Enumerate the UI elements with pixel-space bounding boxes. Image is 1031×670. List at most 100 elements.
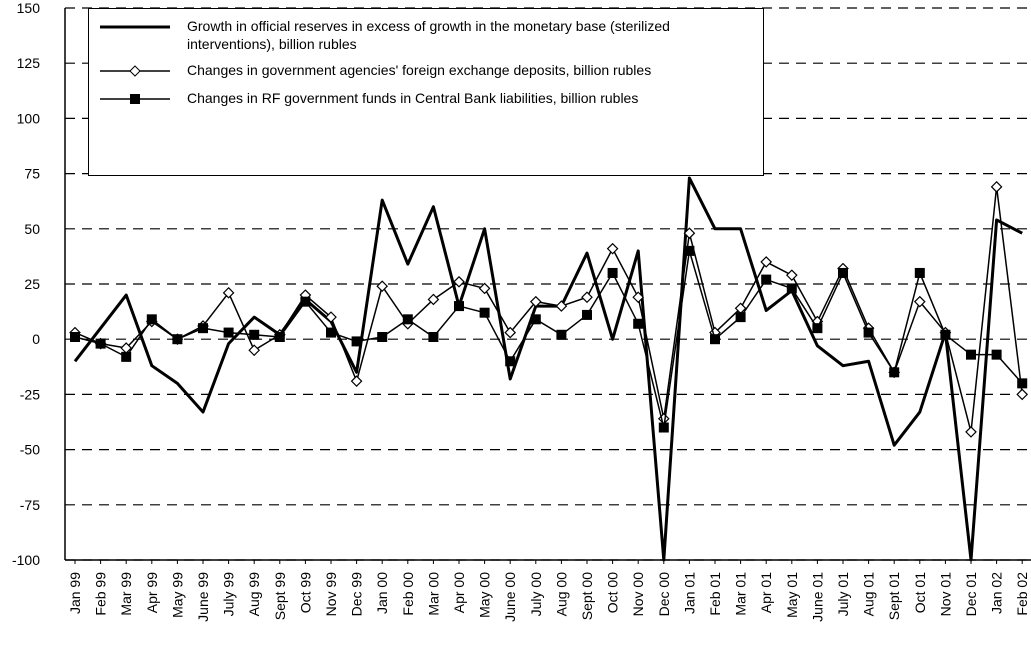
y-tick-label: 25 — [24, 276, 40, 292]
x-tick-label: Dec 99 — [349, 572, 365, 617]
square-marker — [684, 245, 695, 256]
square-marker — [1017, 378, 1028, 389]
diamond-marker — [683, 227, 696, 240]
square-marker — [402, 314, 413, 325]
diamond-marker — [555, 300, 568, 312]
square-marker — [966, 349, 976, 360]
square-marker — [991, 349, 1002, 360]
x-tick-label: May 01 — [784, 572, 800, 618]
x-tick-label: Jan 01 — [681, 572, 697, 614]
square-marker — [530, 314, 541, 325]
x-tick-label: June 01 — [809, 572, 825, 622]
x-tick-label: June 00 — [502, 572, 518, 622]
diamond-marker — [478, 282, 491, 295]
square-marker — [326, 327, 336, 338]
x-tick-label: Jan 02 — [989, 572, 1005, 614]
x-tick-label: July 99 — [221, 572, 237, 617]
square-marker — [95, 338, 106, 349]
legend: Growth in official reserves in excess of… — [88, 8, 764, 176]
square-marker — [889, 367, 900, 378]
diamond-marker — [350, 375, 363, 388]
x-tick-label: July 01 — [835, 572, 851, 617]
legend-swatch — [100, 25, 170, 29]
square-marker — [377, 331, 388, 342]
x-tick-label: Nov 99 — [323, 572, 339, 617]
x-tick-label: Mar 99 — [118, 572, 134, 616]
square-marker — [786, 283, 797, 294]
square-marker — [223, 327, 234, 338]
diamond-marker — [453, 275, 465, 288]
square-marker — [172, 334, 183, 345]
square-marker — [454, 301, 464, 312]
y-tick-label: 125 — [17, 55, 41, 71]
legend-marker — [130, 94, 140, 104]
diamond-marker — [248, 344, 261, 357]
x-tick-label: Apr 01 — [758, 572, 774, 613]
diamond-marker — [760, 256, 773, 268]
diamond-marker — [965, 426, 977, 438]
x-tick-label: June 99 — [195, 572, 211, 622]
square-marker — [914, 267, 925, 278]
x-tick-label: Feb 01 — [707, 572, 723, 616]
square-marker — [556, 329, 567, 340]
legend-entry: Changes in RF government funds in Centra… — [95, 89, 757, 109]
legend-label: Changes in RF government funds in Centra… — [187, 90, 639, 106]
legend-swatch — [100, 94, 170, 104]
x-tick-label: Apr 00 — [451, 572, 467, 613]
square-marker — [838, 267, 848, 278]
diamond-marker — [376, 280, 389, 293]
y-tick-label: 100 — [17, 110, 41, 126]
legend-label: Changes in government agencies' foreign … — [187, 62, 652, 78]
x-tick-label: Jan 99 — [67, 572, 83, 614]
legend-entry: Growth in official reserves in excess of… — [95, 17, 757, 53]
diamond-marker — [606, 242, 619, 255]
x-tick-label: Sept 00 — [579, 572, 595, 620]
diamond-marker — [1016, 388, 1029, 401]
x-tick-label: Feb 02 — [1014, 572, 1030, 616]
diamond-marker — [581, 291, 593, 304]
square-marker — [761, 274, 772, 285]
diamond-marker — [913, 295, 926, 308]
x-tick-label: May 00 — [477, 572, 493, 618]
square-marker — [607, 267, 618, 278]
x-tick-label: Dec 01 — [963, 572, 979, 617]
diamond-marker — [504, 326, 517, 339]
x-tick-label: July 00 — [528, 572, 544, 617]
legend-entry: Changes in government agencies' foreign … — [95, 61, 757, 81]
x-tick-label: Oct 01 — [912, 572, 928, 613]
square-marker — [121, 351, 132, 362]
x-tick-label: Sept 99 — [272, 572, 288, 620]
x-tick-label: Oct 00 — [605, 572, 621, 613]
y-tick-label: 150 — [17, 0, 41, 16]
diamond-marker — [529, 295, 542, 308]
square-marker — [198, 323, 208, 334]
x-tick-label: May 99 — [169, 572, 185, 618]
square-marker — [479, 307, 490, 318]
legend-label: Growth in official reserves in excess of… — [187, 18, 670, 52]
x-tick-label: Aug 00 — [553, 572, 569, 617]
x-tick-label: Mar 01 — [733, 572, 749, 616]
diamond-marker — [785, 269, 798, 282]
square-marker — [863, 327, 874, 338]
square-marker — [428, 331, 439, 342]
square-marker — [812, 323, 823, 334]
x-tick-label: Sept 01 — [886, 572, 902, 620]
x-tick-label: Nov 00 — [630, 572, 646, 617]
y-tick-label: 75 — [24, 166, 40, 182]
square-marker — [505, 356, 516, 367]
x-tick-label: Mar 00 — [425, 572, 441, 616]
y-tick-label: -100 — [12, 552, 40, 568]
x-tick-label: Aug 99 — [246, 572, 262, 617]
diamond-marker — [325, 311, 337, 323]
diamond-marker — [990, 180, 1003, 193]
series-line — [74, 186, 1023, 433]
series-line — [73, 176, 1023, 562]
diamond-marker — [427, 293, 440, 306]
square-marker — [710, 334, 720, 345]
x-tick-label: Dec 00 — [656, 572, 672, 617]
x-tick-label: Oct 99 — [297, 572, 313, 613]
x-tick-label: Aug 01 — [861, 572, 877, 617]
y-tick-label: 50 — [24, 221, 40, 237]
